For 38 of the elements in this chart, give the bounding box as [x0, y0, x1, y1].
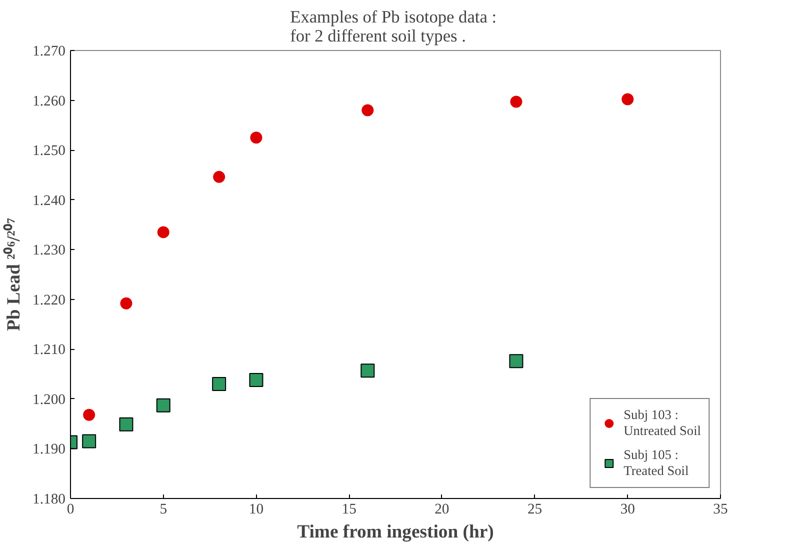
y-tick-label: 1.250: [32, 143, 66, 160]
point: [120, 297, 132, 310]
y-tick-label: 1.230: [32, 242, 66, 259]
point: [157, 226, 170, 238]
y-axis-title: Pb Lead ²⁰⁶/²⁰⁷: [2, 218, 25, 332]
x-tick-label: 5: [160, 502, 168, 518]
point: [82, 434, 96, 448]
point: [622, 93, 634, 106]
x-tick-label: 20: [434, 502, 450, 518]
x-tick-label: 0: [66, 502, 74, 518]
x-axis-title: Time from ingestion (hr): [297, 522, 494, 542]
y-tick-label: 1.180: [32, 492, 66, 508]
x-tick-label: 10: [248, 502, 264, 518]
y-tick-label: 1.210: [32, 342, 66, 358]
point: [119, 417, 134, 432]
chart-title: Examples of Pb isotope data : for 2 different soil types .: [290, 8, 497, 46]
point: [362, 104, 374, 116]
y-tick-label: 1.260: [32, 93, 66, 110]
y-tick-label: 1.190: [32, 442, 66, 458]
point: [250, 132, 262, 144]
point: [156, 398, 170, 412]
y-tick-label: 1.270: [32, 44, 66, 60]
y-tick-label: 1.200: [32, 392, 66, 408]
x-tick-label: 25: [527, 502, 542, 518]
x-tick-label: 35: [713, 502, 728, 518]
point: [360, 364, 375, 378]
x-tick-label: 30: [620, 502, 635, 518]
point: [249, 373, 264, 388]
point: [83, 408, 96, 421]
y-tick-label: 1.220: [32, 292, 66, 308]
legend-label: Subj 105 : Treated Soil: [624, 447, 689, 479]
y-tick-label: 1.240: [32, 192, 66, 209]
legend-label: Subj 103 : Untreated Soil: [624, 407, 701, 439]
point: [509, 354, 524, 368]
point: [212, 377, 226, 392]
x-tick-label: 15: [342, 502, 356, 518]
point: [510, 96, 522, 108]
point: [213, 170, 226, 183]
